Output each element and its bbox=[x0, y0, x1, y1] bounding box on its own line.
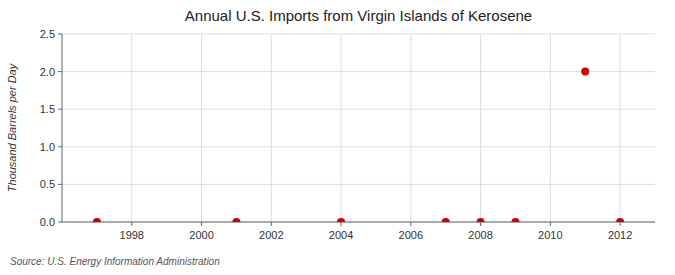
y-grid-line bbox=[62, 109, 655, 110]
y-grid-line bbox=[62, 71, 655, 72]
y-grid-line bbox=[62, 146, 655, 147]
x-grid-line bbox=[410, 34, 411, 222]
y-tick bbox=[58, 109, 62, 110]
x-grid-line bbox=[480, 34, 481, 222]
x-grid-line bbox=[201, 34, 202, 222]
x-tick bbox=[550, 222, 551, 226]
y-tick-label: 2.0 bbox=[40, 66, 55, 78]
title: Annual U.S. Imports from Virgin Islands … bbox=[185, 7, 532, 24]
chart: 0.0 0.5 1.0 1.5 2.0 2.5 1998 2000 2002 2004 2006 20… bbox=[0, 0, 675, 275]
x-tick bbox=[480, 222, 481, 226]
y-tick bbox=[58, 146, 62, 147]
point bbox=[477, 218, 485, 222]
point bbox=[232, 218, 240, 222]
x-tick bbox=[271, 222, 272, 226]
y-tick bbox=[58, 34, 62, 35]
x-axis-line bbox=[62, 222, 655, 223]
y-tick-label: 2.5 bbox=[40, 28, 55, 40]
y-axis-line bbox=[62, 34, 63, 222]
grid bbox=[62, 34, 655, 222]
y-tick bbox=[58, 71, 62, 72]
x-tick-label: 2010 bbox=[538, 229, 562, 241]
x-grid-line bbox=[271, 34, 272, 222]
y-tick-label: 1.5 bbox=[40, 103, 55, 115]
axes: 0.0 0.5 1.0 1.5 2.0 2.5 1998 2000 2002 2004 2006 20… bbox=[40, 28, 655, 241]
x-tick bbox=[620, 222, 621, 226]
point bbox=[511, 218, 519, 222]
y-tick-label: 0.0 bbox=[40, 216, 55, 228]
x-tick bbox=[410, 222, 411, 226]
point bbox=[442, 218, 450, 222]
point bbox=[616, 218, 624, 222]
point bbox=[581, 68, 589, 76]
x-grid-line bbox=[131, 34, 132, 222]
y-tick-label: 1.0 bbox=[40, 141, 55, 153]
x-tick-label: 2000 bbox=[189, 229, 213, 241]
y-tick bbox=[58, 184, 62, 185]
x-tick-label: 2006 bbox=[399, 229, 423, 241]
x-tick-label: 2004 bbox=[329, 229, 353, 241]
x-tick bbox=[341, 222, 342, 226]
x-grid-line bbox=[341, 34, 342, 222]
y-grid-line bbox=[62, 184, 655, 185]
x-tick-label: 2008 bbox=[468, 229, 492, 241]
y-axis-label: Thousand Barrels per Day bbox=[6, 62, 18, 192]
x-grid-line bbox=[620, 34, 621, 222]
point bbox=[93, 218, 101, 222]
source: Source: U.S. Energy Information Administ… bbox=[10, 256, 220, 267]
points bbox=[93, 68, 624, 222]
x-tick bbox=[131, 222, 132, 226]
y-grid-line bbox=[62, 222, 655, 223]
y-tick-label: 0.5 bbox=[40, 178, 55, 190]
x-tick-label: 2012 bbox=[608, 229, 632, 241]
x-tick-label: 2002 bbox=[259, 229, 283, 241]
x-tick-label: 1998 bbox=[120, 229, 144, 241]
y-tick bbox=[58, 222, 62, 223]
x-tick bbox=[201, 222, 202, 226]
point bbox=[337, 218, 345, 222]
x-grid-line bbox=[550, 34, 551, 222]
y-grid-line bbox=[62, 34, 655, 35]
